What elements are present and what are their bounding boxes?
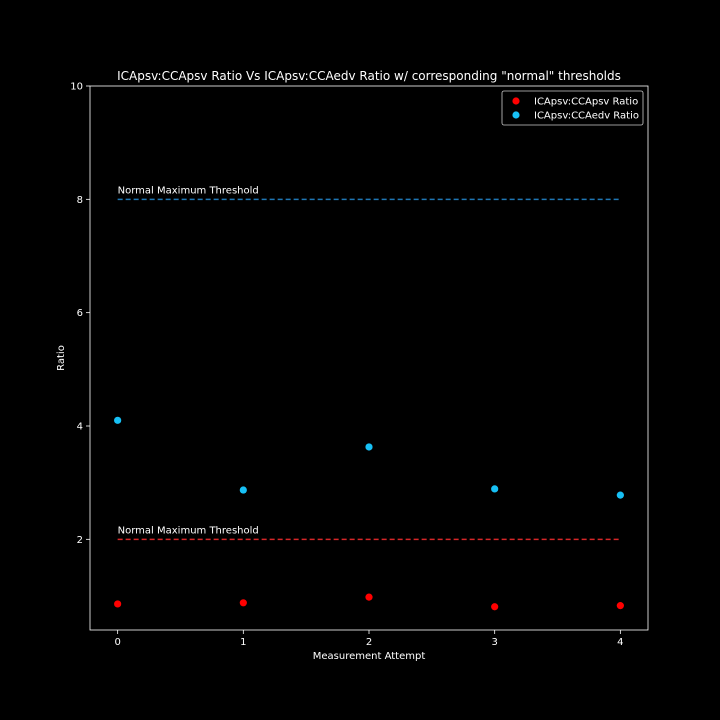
y-axis-label: Ratio [56, 345, 67, 371]
data-point [114, 416, 122, 424]
y-tick-label: 6 [77, 308, 83, 319]
data-point [239, 599, 247, 607]
legend-entry: ICApsv:CCApsv Ratio [534, 97, 638, 108]
data-point [616, 602, 624, 610]
y-tick-label: 10 [70, 82, 83, 93]
chart-title: ICApsv:CCApsv Ratio Vs ICApsv:CCAedv Rat… [117, 69, 621, 83]
legend-marker [512, 111, 520, 119]
x-tick-label: 2 [366, 637, 372, 648]
data-point [114, 600, 122, 608]
data-point [616, 491, 624, 499]
data-point [239, 486, 247, 494]
plot-area: 0 1 2 3 4 2 4 6 8 10 Normal Maximum Threshold Norma… [70, 82, 624, 648]
legend-entry: ICApsv:CCAedv Ratio [534, 111, 639, 122]
x-tick-label: 1 [240, 637, 246, 648]
data-point [365, 443, 373, 451]
data-point [491, 485, 499, 493]
x-tick-label: 4 [617, 637, 623, 648]
y-tick-label: 8 [77, 195, 83, 206]
x-tick-label: 0 [114, 637, 120, 648]
plot-frame [89, 85, 649, 631]
legend: ICApsv:CCApsv Ratio ICApsv:CCAedv Ratio [501, 90, 644, 126]
y-tick-label: 4 [77, 422, 83, 433]
legend-marker [512, 97, 520, 105]
data-point [365, 593, 373, 601]
threshold-label: Normal Maximum Threshold [118, 525, 259, 536]
data-point [491, 603, 499, 611]
threshold-label: Normal Maximum Threshold [118, 185, 259, 196]
y-tick-label: 2 [77, 535, 83, 546]
legend-frame [501, 90, 644, 126]
x-axis-label: Measurement Attempt [313, 651, 426, 662]
x-tick-label: 3 [491, 637, 497, 648]
